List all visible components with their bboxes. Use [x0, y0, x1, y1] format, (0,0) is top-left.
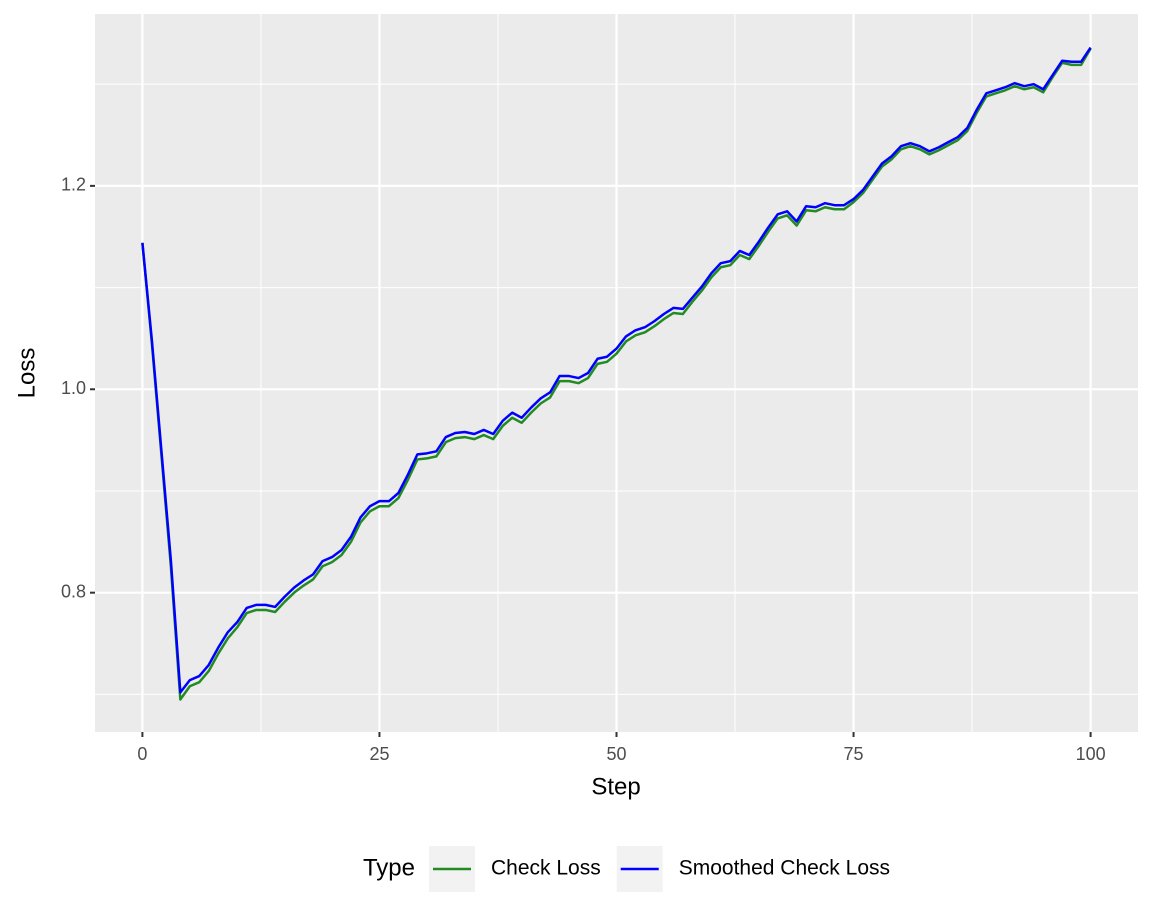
y-tick-label: 0.8 [61, 581, 86, 601]
x-tick-label: 75 [844, 744, 864, 764]
x-axis-title: Step [591, 773, 640, 800]
series-line [141, 46, 1092, 694]
x-tick-label: 100 [1076, 744, 1106, 764]
y-tick-label: 1.0 [61, 378, 86, 398]
x-tick-label: 50 [606, 744, 626, 764]
y-tick-label: 1.2 [61, 175, 86, 195]
y-axis-title: Loss [13, 348, 40, 399]
legend-label: Smoothed Check Loss [679, 857, 890, 880]
x-tick-label: 25 [369, 744, 389, 764]
legend-title: Type [363, 854, 415, 881]
legend-label: Check Loss [491, 857, 601, 880]
series-line [141, 47, 1092, 701]
x-tick-label: 0 [137, 744, 147, 764]
